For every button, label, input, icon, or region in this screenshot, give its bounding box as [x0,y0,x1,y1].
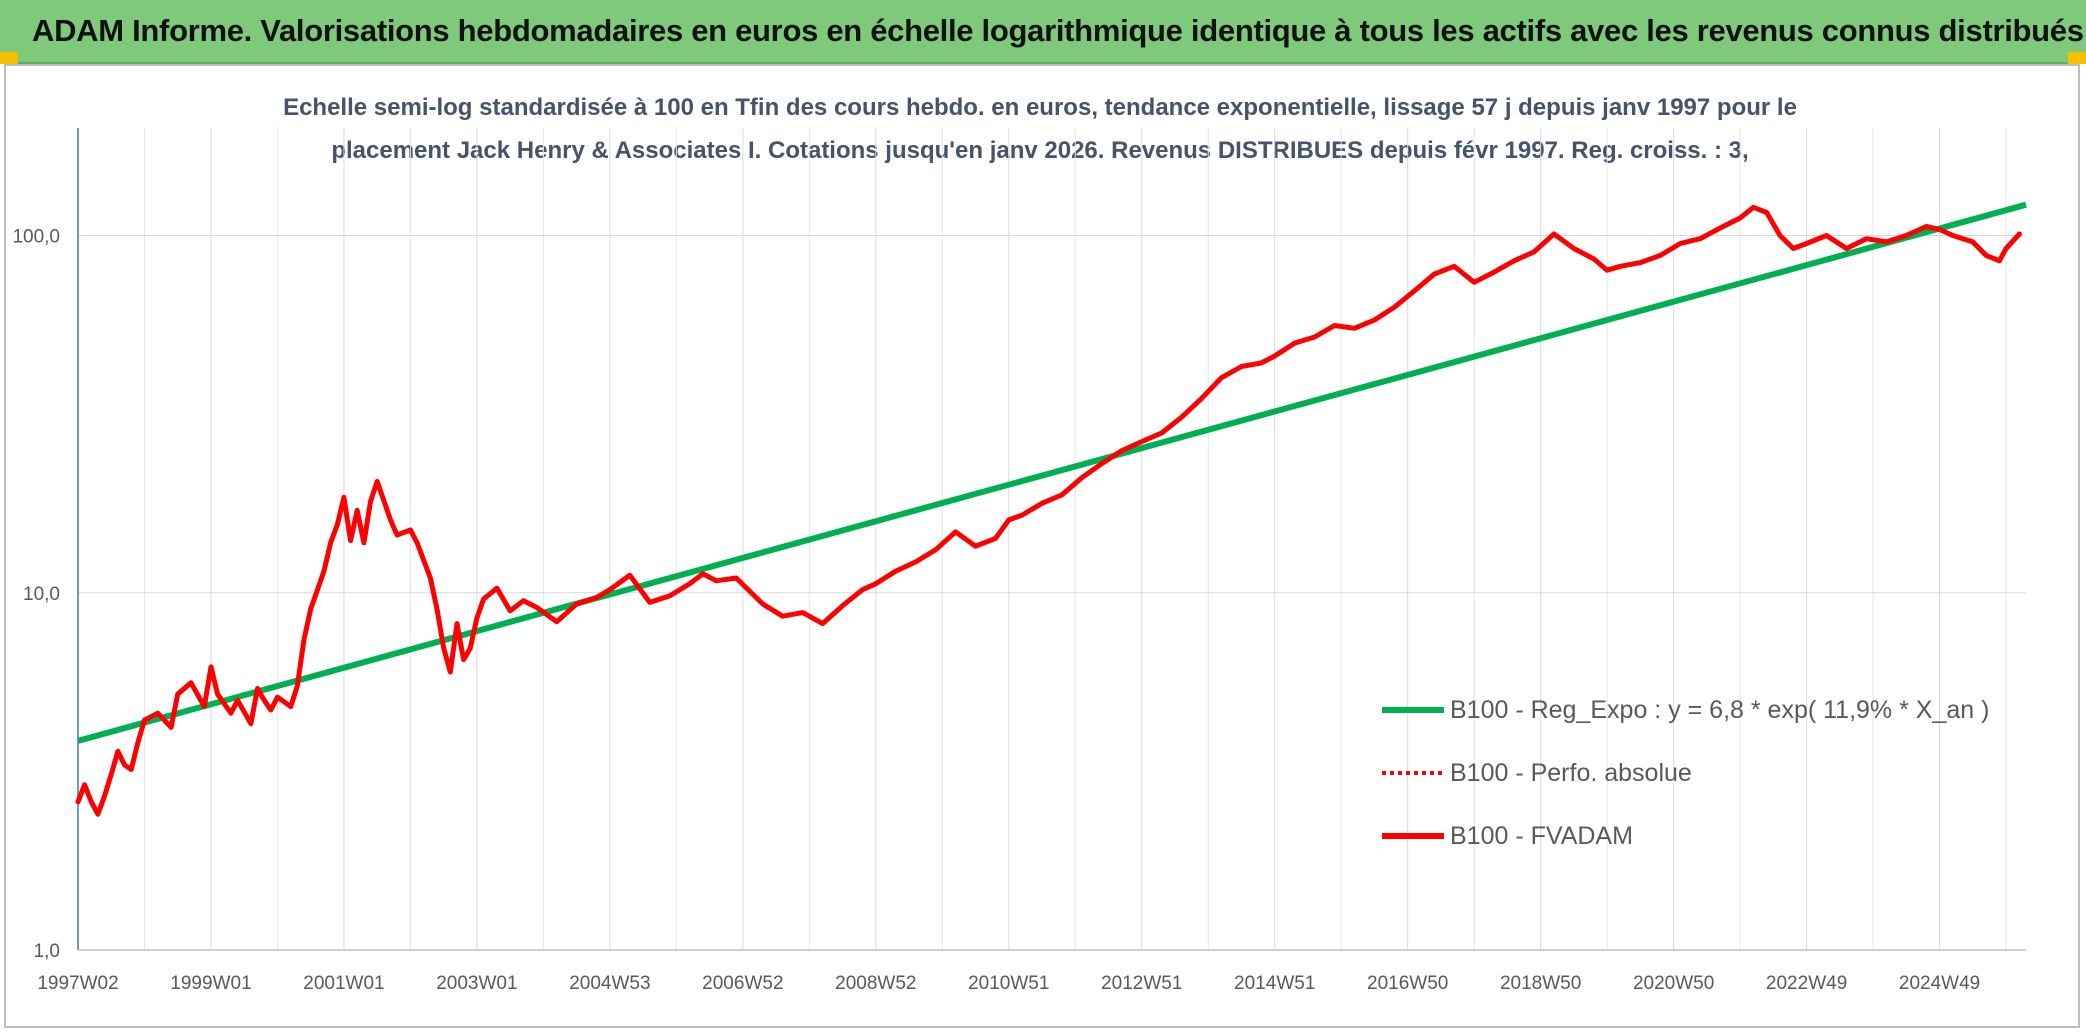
chart-frame [4,64,2080,1028]
corner-marker-top-right [2068,52,2086,64]
corner-marker-top-left [0,52,18,64]
series-line-fvadam [75,204,2022,817]
y-tick-label: 100,0 [12,227,60,248]
y-tick-label: 10,0 [23,584,60,605]
report-title: ADAM Informe. Valorisations hebdomadaire… [32,13,2084,48]
x-tick-label: 2016W50 [1367,973,1448,994]
x-tick-label: 2012W51 [1101,973,1182,994]
y-axis-ticks: 1,0 10,0 100,0 [12,227,60,962]
legend-entry-reg-expo: B100 - Reg_Expo : y = 6,8 * exp( 11,9% *… [1382,696,1989,724]
x-tick-label: 2020W50 [1633,973,1714,994]
legend-label: B100 - Perfo. absolue [1450,759,1692,787]
x-tick-label: 1997W02 [37,973,118,994]
x-tick-label: 2010W51 [968,973,1049,994]
x-tick-label: 2004W53 [569,973,650,994]
legend-label: B100 - Reg_Expo : y = 6,8 * exp( 11,9% *… [1450,696,1989,724]
legend: B100 - Reg_Expo : y = 6,8 * exp( 11,9% *… [1382,696,1989,850]
plot-area [75,201,2027,817]
chart-subtitle: Echelle semi-log standardisée à 100 en T… [283,94,1797,164]
x-tick-label: 2001W01 [303,973,384,994]
x-tick-label: 2014W51 [1234,973,1315,994]
x-tick-label: 2003W01 [436,973,517,994]
y-tick-label: 1,0 [34,941,60,962]
x-tick-label: 2008W52 [835,973,916,994]
legend-entry-perfo-absolue: B100 - Perfo. absolue [1382,759,1692,787]
report-banner: ADAM Informe. Valorisations hebdomadaire… [0,0,2086,64]
gridlines [77,128,2026,951]
legend-label: B100 - FVADAM [1450,822,1633,850]
x-tick-label: 2024W49 [1899,973,1980,994]
chart-subtitle-line-1: Echelle semi-log standardisée à 100 en T… [283,94,1797,121]
axes [77,128,2026,951]
series-line-reg-expo [77,201,2027,744]
chart-subtitle-line-2: placement Jack Henry & Associates I. Cot… [331,137,1748,164]
legend-entry-fvadam: B100 - FVADAM [1382,822,1633,850]
x-axis-ticks: 1997W02 1999W01 2001W01 2003W01 2004W53 2006W… [37,973,1980,994]
x-tick-label: 2006W52 [702,973,783,994]
x-tick-label: 2018W50 [1500,973,1581,994]
x-tick-label: 2022W49 [1766,973,1847,994]
x-tick-label: 1999W01 [170,973,251,994]
